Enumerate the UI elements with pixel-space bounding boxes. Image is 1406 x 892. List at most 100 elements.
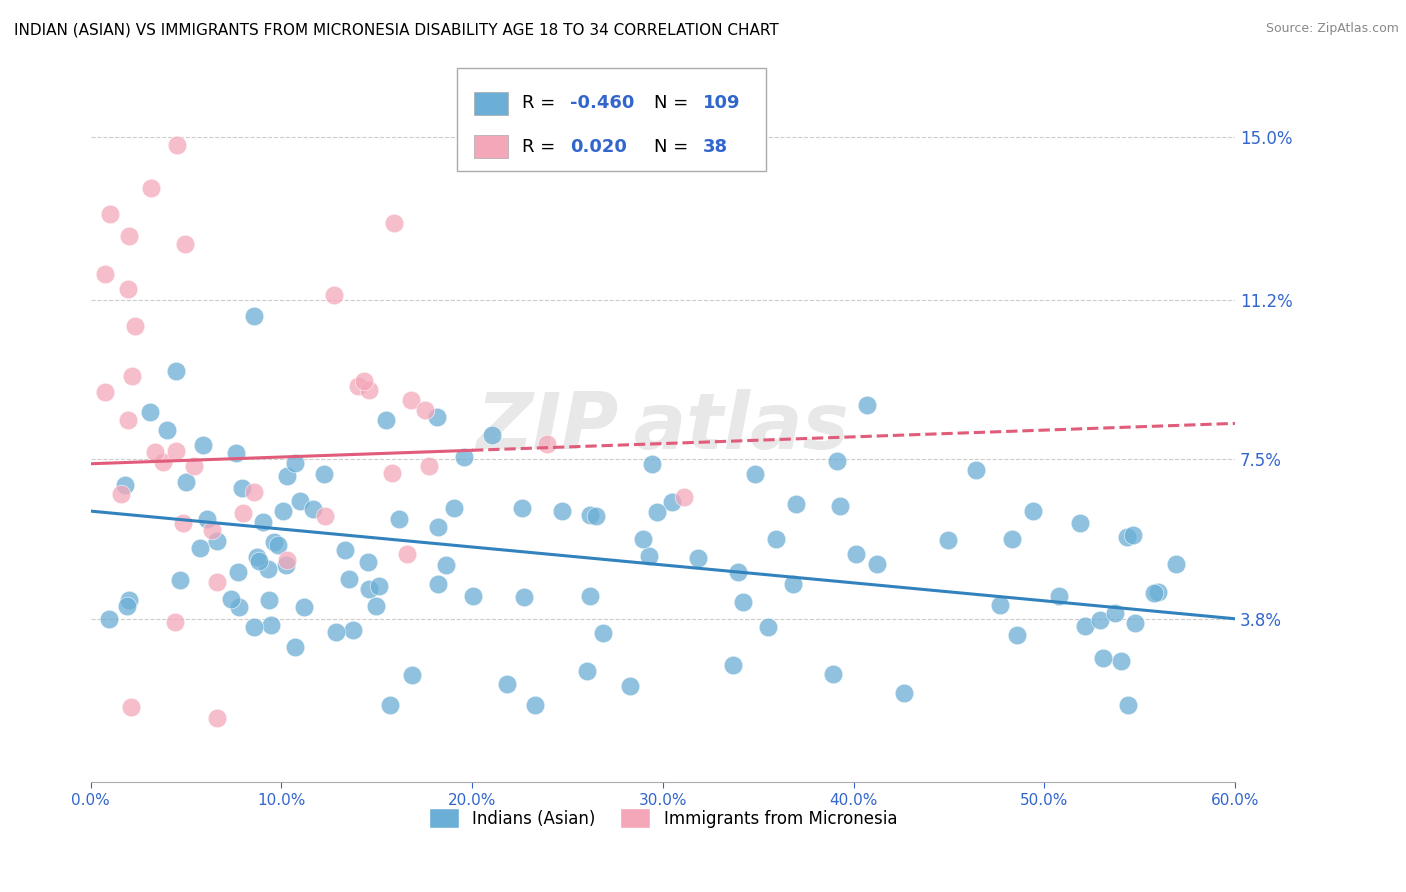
Point	[284, 456, 307, 470]
Point	[364, 599, 387, 613]
Point	[1092, 651, 1115, 665]
Point	[1074, 619, 1097, 633]
Point	[453, 450, 475, 464]
Point	[721, 658, 744, 673]
Text: N =: N =	[654, 137, 693, 155]
Point	[1069, 516, 1091, 530]
Point	[579, 508, 602, 522]
Point	[120, 699, 142, 714]
Point	[98, 207, 121, 221]
Point	[114, 478, 136, 492]
Text: R =: R =	[522, 95, 561, 112]
Point	[830, 499, 852, 513]
Point	[302, 502, 325, 516]
Point	[110, 487, 132, 501]
Point	[461, 589, 484, 603]
Point	[413, 403, 436, 417]
Point	[257, 562, 280, 576]
Point	[121, 368, 143, 383]
Point	[1049, 589, 1071, 603]
FancyBboxPatch shape	[457, 69, 766, 171]
Point	[661, 495, 683, 509]
Point	[243, 485, 266, 500]
Point	[205, 711, 228, 725]
Text: 38: 38	[703, 137, 728, 155]
Point	[1001, 532, 1024, 546]
Point	[247, 554, 270, 568]
Point	[342, 623, 364, 637]
Point	[252, 516, 274, 530]
Point	[1125, 616, 1147, 631]
Point	[1088, 614, 1111, 628]
Point	[232, 506, 254, 520]
Point	[276, 468, 298, 483]
Point	[1005, 627, 1028, 641]
Legend: Indians (Asian), Immigrants from Micronesia: Indians (Asian), Immigrants from Microne…	[422, 802, 904, 834]
Point	[172, 516, 194, 530]
Text: INDIAN (ASIAN) VS IMMIGRANTS FROM MICRONESIA DISABILITY AGE 18 TO 34 CORRELATION: INDIAN (ASIAN) VS IMMIGRANTS FROM MICRON…	[14, 22, 779, 37]
Point	[117, 593, 139, 607]
Point	[866, 558, 889, 572]
Point	[195, 512, 218, 526]
Point	[436, 558, 458, 572]
Point	[169, 573, 191, 587]
Point	[242, 309, 264, 323]
Text: 0.020: 0.020	[569, 137, 627, 155]
Point	[641, 457, 664, 471]
Point	[1147, 584, 1170, 599]
Point	[785, 497, 807, 511]
Point	[145, 445, 167, 459]
Point	[257, 593, 280, 607]
Point	[191, 438, 214, 452]
Point	[575, 664, 598, 678]
Point	[271, 503, 294, 517]
Point	[965, 463, 987, 477]
Point	[551, 504, 574, 518]
Point	[782, 577, 804, 591]
Point	[513, 591, 536, 605]
Point	[619, 679, 641, 693]
Text: Source: ZipAtlas.com: Source: ZipAtlas.com	[1265, 22, 1399, 36]
Point	[536, 437, 558, 451]
Point	[1164, 557, 1187, 571]
Point	[399, 392, 422, 407]
Point	[276, 553, 298, 567]
Point	[260, 618, 283, 632]
Point	[93, 268, 115, 282]
Point	[274, 558, 297, 573]
Point	[359, 582, 381, 597]
Point	[388, 512, 411, 526]
Point	[138, 404, 160, 418]
Point	[375, 413, 398, 427]
Bar	[474, 136, 509, 158]
Point	[727, 565, 749, 579]
Point	[243, 620, 266, 634]
Point	[156, 424, 179, 438]
Point	[141, 181, 163, 195]
Point	[166, 138, 188, 153]
Point	[427, 520, 450, 534]
Point	[1104, 606, 1126, 620]
Point	[1118, 698, 1140, 712]
Point	[427, 577, 450, 591]
Point	[174, 475, 197, 490]
Point	[207, 574, 229, 589]
Point	[592, 625, 614, 640]
Point	[821, 667, 844, 681]
Point	[368, 579, 391, 593]
Point	[188, 541, 211, 556]
Point	[731, 595, 754, 609]
Point	[118, 228, 141, 243]
Point	[579, 589, 602, 603]
Point	[481, 428, 503, 442]
Point	[585, 508, 607, 523]
Point	[231, 481, 253, 495]
Point	[395, 547, 418, 561]
Point	[856, 398, 879, 412]
Point	[381, 467, 404, 481]
Point	[152, 455, 174, 469]
Point	[688, 550, 710, 565]
Point	[845, 547, 868, 561]
Point	[418, 459, 440, 474]
Text: 109: 109	[703, 95, 741, 112]
